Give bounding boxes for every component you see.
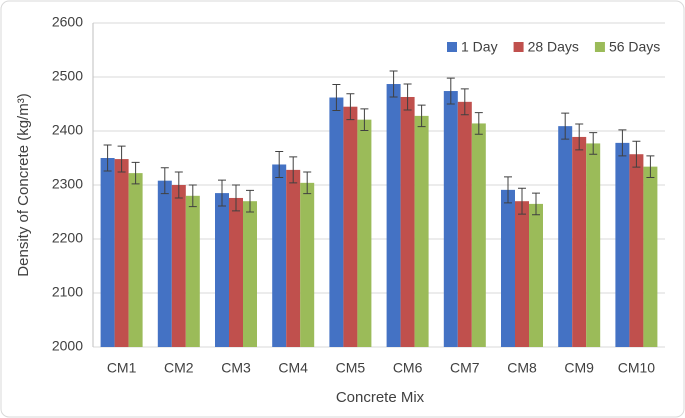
bar — [400, 96, 415, 347]
x-tick-label: CM4 — [278, 360, 308, 376]
error-bar — [360, 108, 369, 131]
error-bar — [103, 144, 112, 172]
error-bar — [518, 187, 526, 215]
bar — [386, 84, 401, 348]
y-tick-label: 2100 — [52, 284, 83, 300]
error-bar — [275, 151, 284, 178]
bar — [114, 159, 129, 347]
bar — [414, 115, 429, 347]
y-tick-label: 2200 — [52, 230, 83, 246]
bar — [286, 169, 301, 347]
legend-label: 1 Day — [461, 39, 498, 55]
bar — [229, 197, 243, 347]
legend-swatch — [594, 42, 605, 52]
bar — [643, 166, 658, 347]
x-tick-label: CM6 — [393, 360, 423, 376]
x-tick-label: CM3 — [221, 360, 251, 376]
x-tick-label: CM9 — [564, 360, 594, 376]
y-tick-label: 2000 — [52, 338, 83, 354]
error-bar — [460, 88, 469, 116]
error-bar — [131, 161, 140, 185]
x-tick-label: CM7 — [450, 360, 480, 376]
bar — [215, 193, 229, 347]
bar — [471, 123, 486, 347]
error-bar — [174, 171, 183, 199]
y-axis-label: Density of Concrete (kg/m³) — [15, 93, 32, 276]
error-bar — [446, 77, 455, 105]
x-tick-label: CM8 — [507, 360, 537, 376]
bar — [128, 173, 143, 347]
error-bar — [403, 83, 412, 111]
error-bar — [646, 155, 655, 178]
y-tick-label: 2500 — [52, 68, 83, 84]
error-bar — [303, 171, 312, 195]
x-tick-label: CM2 — [164, 360, 194, 376]
bar — [157, 180, 172, 347]
error-bar — [346, 93, 355, 121]
bar — [586, 143, 601, 347]
x-tick-label: CM5 — [336, 360, 366, 376]
error-bar — [504, 176, 512, 204]
y-tick-label: 2400 — [52, 122, 83, 138]
bar — [100, 158, 115, 347]
x-tick-label: CM1 — [107, 360, 137, 376]
x-axis-label: Concrete Mix — [336, 389, 425, 406]
legend-label: 56 Days — [609, 39, 660, 55]
error-bar — [218, 179, 226, 207]
error-bar — [332, 84, 341, 111]
legend-swatch — [447, 42, 457, 52]
error-bar — [117, 145, 126, 173]
bar — [615, 142, 630, 347]
bar — [243, 201, 257, 347]
bar — [629, 154, 644, 347]
x-tick-label: CM10 — [618, 360, 656, 376]
y-tick-label: 2600 — [52, 14, 83, 30]
error-bar — [417, 104, 426, 128]
bar — [515, 201, 529, 347]
error-bar — [575, 123, 584, 151]
bar — [443, 91, 458, 347]
bar — [343, 106, 358, 347]
error-bar — [561, 112, 570, 140]
error-bar — [389, 70, 398, 98]
error-bar — [289, 156, 298, 184]
legend-swatch — [513, 42, 524, 52]
bar — [501, 189, 515, 347]
error-bar — [188, 184, 197, 208]
error-bar — [589, 132, 598, 155]
error-bar — [232, 184, 240, 212]
bar — [272, 164, 287, 347]
bar — [185, 195, 200, 347]
bar — [529, 203, 543, 347]
bar — [329, 97, 344, 348]
bar — [572, 136, 587, 347]
error-bar — [618, 129, 627, 157]
bar — [457, 101, 472, 347]
bar — [171, 185, 186, 347]
error-bar — [246, 189, 254, 213]
bar — [300, 182, 315, 347]
error-bar — [632, 140, 641, 168]
error-bar — [474, 112, 483, 135]
bar — [558, 126, 573, 347]
error-bar — [160, 167, 169, 195]
error-bar — [532, 192, 540, 216]
bar — [357, 119, 372, 347]
y-tick-label: 2300 — [52, 176, 83, 192]
legend-label: 28 Days — [528, 39, 579, 55]
